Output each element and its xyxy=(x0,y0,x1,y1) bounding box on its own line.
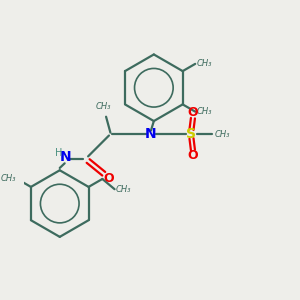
Text: N: N xyxy=(145,127,157,141)
Text: N: N xyxy=(60,150,71,164)
Text: O: O xyxy=(188,106,198,119)
Text: CH₃: CH₃ xyxy=(197,106,212,116)
Text: CH₃: CH₃ xyxy=(116,185,131,194)
Text: CH₃: CH₃ xyxy=(95,103,111,112)
Text: H: H xyxy=(55,148,62,158)
Text: CH₃: CH₃ xyxy=(197,59,212,68)
Text: CH₃: CH₃ xyxy=(214,130,230,139)
Text: CH₃: CH₃ xyxy=(0,175,16,184)
Text: O: O xyxy=(188,149,198,162)
Text: S: S xyxy=(187,127,196,141)
Text: O: O xyxy=(104,172,114,185)
